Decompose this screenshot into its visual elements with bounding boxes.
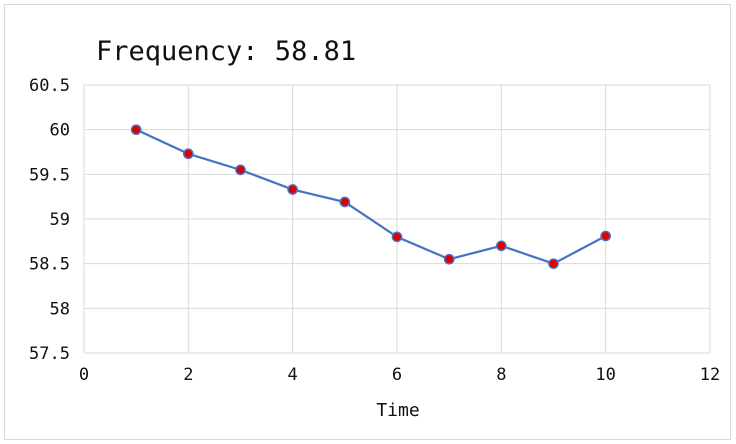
chart-frame xyxy=(4,4,731,440)
y-tick-label: 59 xyxy=(50,210,70,230)
data-point xyxy=(495,240,507,252)
x-tick-label: 8 xyxy=(496,365,506,385)
grid-layer xyxy=(83,84,711,354)
data-point xyxy=(339,196,351,208)
y-tick-label: 57.5 xyxy=(29,344,70,364)
data-point xyxy=(443,253,455,265)
data-point xyxy=(235,164,246,176)
x-tick-label: 6 xyxy=(392,365,402,385)
y-tick-label: 60 xyxy=(50,121,70,141)
x-axis-label: Time xyxy=(376,400,419,421)
series-layer xyxy=(130,124,612,270)
data-point xyxy=(600,230,612,242)
series-line xyxy=(135,128,607,265)
data-point xyxy=(182,148,194,160)
data-point xyxy=(130,124,142,136)
x-tick-label: 10 xyxy=(595,365,615,385)
data-point xyxy=(548,258,559,270)
x-tick-label: 12 xyxy=(700,365,720,385)
data-point xyxy=(287,184,299,195)
tick-labels: 60.5 60 59.5 59 58.5 58 57.5 0 2 4 6 8 10 12 xyxy=(29,76,720,385)
data-point xyxy=(391,231,403,243)
x-tick-label: 4 xyxy=(288,365,298,385)
x-tick-label: 0 xyxy=(79,365,89,385)
y-tick-label: 59.5 xyxy=(29,165,70,185)
y-tick-label: 60.5 xyxy=(29,76,70,96)
y-tick-label: 58.5 xyxy=(29,255,70,275)
y-tick-label: 58 xyxy=(50,299,70,319)
x-tick-label: 2 xyxy=(183,365,193,385)
chart-title: Frequency: 58.81 xyxy=(96,36,356,67)
